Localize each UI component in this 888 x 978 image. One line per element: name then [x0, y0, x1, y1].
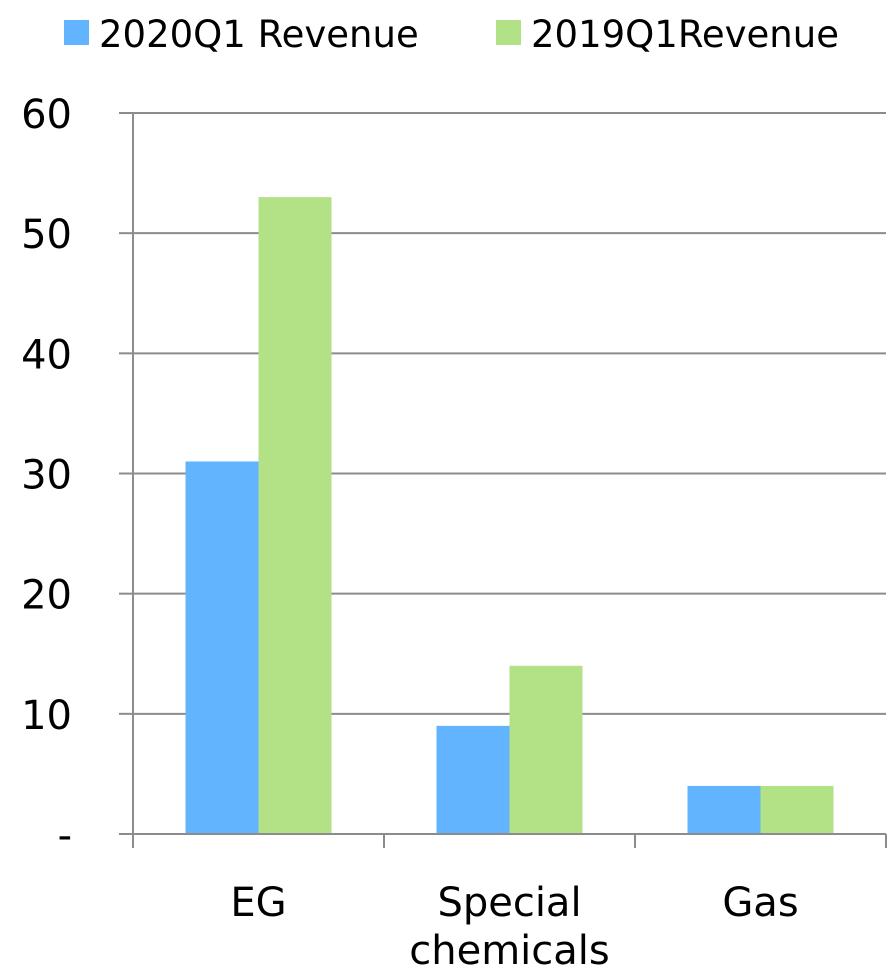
legend: 2020Q1 Revenue 2019Q1Revenue — [64, 13, 839, 56]
bar-series-2-2 — [760, 785, 834, 834]
y-tick-label: 30 — [21, 453, 72, 499]
bar-series-2-1 — [509, 665, 583, 834]
axes: 60 50 40 30 20 10 - EG Special chemicals Gas — [21, 92, 887, 974]
legend-swatch — [64, 20, 89, 45]
bar-series-1-1 — [436, 725, 510, 834]
legend-label: 2020Q1 Revenue — [99, 13, 419, 56]
y-tick-label: 60 — [21, 92, 72, 138]
x-tick-label: Gas — [722, 880, 798, 926]
y-tick-label: 10 — [21, 693, 72, 739]
legend-label: 2019Q1Revenue — [531, 13, 839, 56]
bar-series-2-0 — [258, 197, 332, 834]
y-tick-label: 50 — [21, 212, 72, 258]
bars — [185, 197, 834, 834]
bar-series-1-2 — [687, 785, 761, 834]
x-tick-label: Special chemicals — [409, 880, 610, 974]
legend-swatch — [496, 20, 521, 45]
y-tick-label: 40 — [21, 332, 72, 378]
y-tick-label: - — [58, 813, 72, 859]
y-tick-label: 20 — [21, 573, 72, 619]
x-tick-label: EG — [230, 880, 286, 926]
bar-series-1-0 — [185, 461, 259, 834]
